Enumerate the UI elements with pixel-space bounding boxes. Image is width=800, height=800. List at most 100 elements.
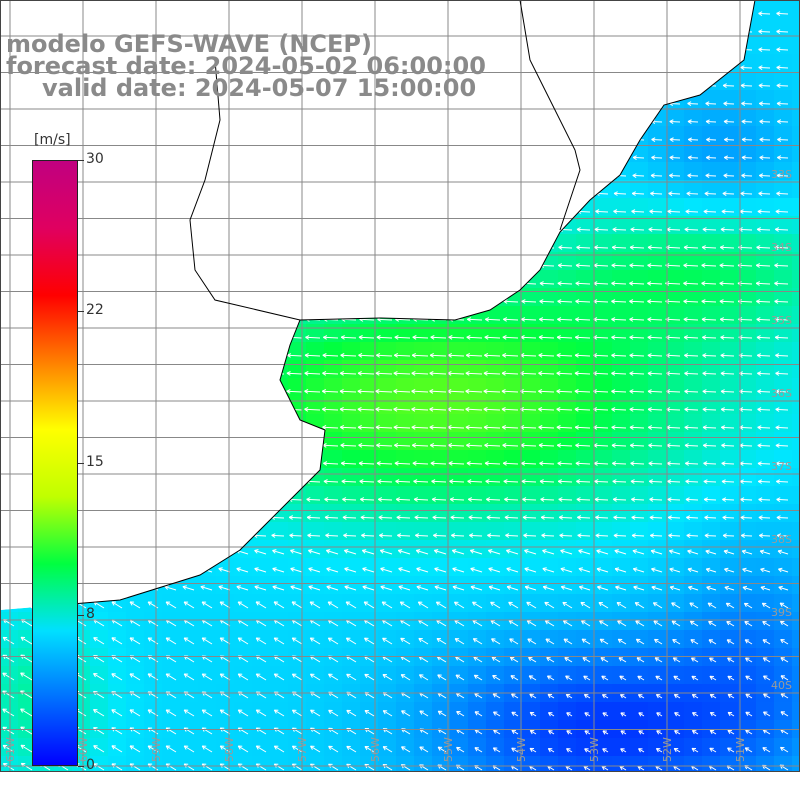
- wind-arrow: [685, 209, 699, 214]
- wind-arrow: [762, 747, 771, 753]
- speed-cell: [756, 270, 775, 289]
- wind-arrow: [490, 601, 501, 609]
- wind-arrow: [506, 585, 519, 591]
- wind-arrow: [631, 209, 645, 214]
- wind-arrow: [290, 549, 303, 555]
- wind-arrow: [666, 461, 681, 466]
- wind-arrow: [719, 281, 735, 286]
- speed-cell: [540, 324, 559, 343]
- wind-arrow: [719, 245, 735, 250]
- wind-arrow: [501, 407, 519, 412]
- speed-cell: [414, 666, 433, 685]
- wind-arrow: [683, 299, 699, 304]
- wind-arrow: [466, 335, 483, 340]
- speed-cell: [720, 306, 739, 325]
- wind-arrow: [775, 353, 789, 358]
- speed-cell: [630, 306, 649, 325]
- wind-arrow: [723, 119, 735, 125]
- wind-arrow: [593, 461, 609, 466]
- speed-cell: [378, 468, 397, 487]
- wind-arrow: [429, 388, 447, 394]
- speed-cell: [108, 702, 127, 721]
- speed-cell: [612, 432, 631, 451]
- wind-arrow: [741, 137, 753, 143]
- wind-arrow: [474, 711, 483, 717]
- wind-arrow: [468, 515, 483, 520]
- wind-arrow: [182, 585, 195, 591]
- wind-arrow: [629, 335, 645, 340]
- wind-arrow: [542, 549, 555, 555]
- wind-arrow: [668, 191, 681, 196]
- wind-arrow: [560, 567, 573, 573]
- wind-arrow: [321, 389, 339, 394]
- speed-cell: [702, 450, 721, 469]
- speed-cell: [396, 378, 415, 397]
- speed-cell: [234, 702, 253, 721]
- wind-arrow: [487, 533, 501, 538]
- speed-cell: [198, 612, 217, 631]
- speed-cell: [468, 486, 487, 505]
- wind-arrow: [483, 425, 501, 430]
- wind-arrow: [631, 515, 645, 520]
- speed-cell: [558, 504, 577, 523]
- wind-arrow: [564, 657, 573, 663]
- speed-cell: [396, 522, 415, 541]
- wind-arrow: [20, 636, 33, 645]
- wind-arrow: [492, 674, 501, 681]
- speed-cell: [468, 540, 487, 559]
- wind-arrow: [647, 245, 663, 250]
- speed-cell: [774, 72, 793, 91]
- wind-arrow: [394, 443, 411, 448]
- wind-arrow: [763, 675, 771, 681]
- speed-cell: [774, 234, 793, 253]
- longitude-label: 59W: [150, 737, 163, 762]
- speed-cell: [378, 558, 397, 577]
- wind-arrow: [780, 693, 789, 699]
- speed-cell: [756, 234, 775, 253]
- speed-cell: [702, 342, 721, 361]
- wind-arrow: [201, 745, 213, 753]
- wind-arrow: [511, 747, 519, 753]
- speed-cell: [396, 450, 415, 469]
- speed-cell: [342, 576, 361, 595]
- speed-cell: [792, 630, 800, 649]
- speed-cell: [648, 666, 667, 685]
- wind-arrow: [556, 389, 573, 394]
- speed-cell: [342, 342, 361, 361]
- wind-arrow: [339, 389, 357, 394]
- speed-cell: [486, 756, 505, 772]
- speed-cell: [630, 540, 649, 559]
- speed-cell: [342, 738, 361, 757]
- speed-cell: [702, 162, 721, 181]
- wind-arrow: [377, 497, 393, 502]
- wind-arrow: [358, 443, 375, 448]
- speed-cell: [792, 378, 800, 397]
- speed-cell: [774, 486, 793, 505]
- speed-cell: [450, 378, 469, 397]
- wind-arrow: [456, 710, 465, 717]
- wind-arrow: [380, 567, 393, 573]
- wind-arrow: [780, 657, 789, 663]
- wind-arrow: [466, 443, 483, 448]
- speed-cell: [792, 666, 800, 685]
- wind-arrow: [286, 353, 303, 358]
- speed-cell: [144, 738, 163, 757]
- speed-cell: [90, 756, 109, 772]
- speed-cell: [774, 414, 793, 433]
- wind-arrow: [538, 443, 555, 448]
- speed-cell: [432, 594, 451, 613]
- wind-arrow: [455, 674, 465, 681]
- wind-arrow: [400, 637, 411, 645]
- wind-arrow: [689, 620, 699, 627]
- wind-arrow: [376, 335, 393, 340]
- wind-arrow: [704, 191, 717, 196]
- speed-cell: [666, 432, 685, 451]
- wind-arrow: [359, 479, 375, 484]
- speed-cell: [540, 702, 559, 721]
- speed-cell: [270, 666, 289, 685]
- speed-cell: [396, 630, 415, 649]
- speed-cell: [540, 468, 559, 487]
- speed-cell: [792, 36, 800, 55]
- speed-cell: [612, 540, 631, 559]
